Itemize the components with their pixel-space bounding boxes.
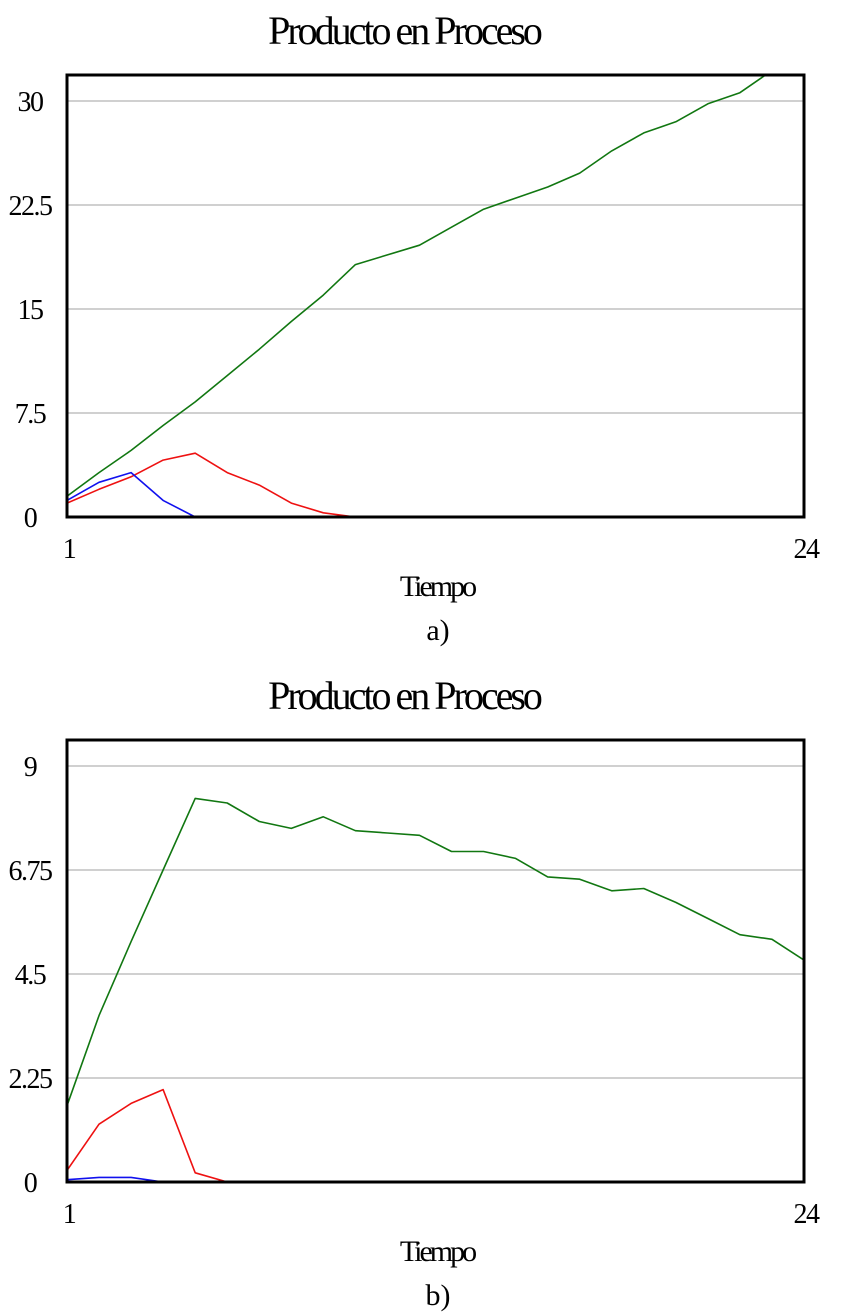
y-tick-label: 9 [24,752,37,783]
plot-frame [65,73,806,519]
chart-panel-a: Producto en Proceso 0 7.5 15 22.5 30 1 24 Tiempo… [0,0,841,656]
x-tick-label: 1 [63,534,76,565]
y-tick-label: 30 [18,87,44,118]
y-tick-label: 15 [18,295,44,326]
y-tick-label: 0 [24,1168,37,1199]
x-axis-label: Tiempo [400,1235,476,1268]
chart-panel-b: Producto en Proceso 0 2.25 4.5 6.75 9 1 24 Tiemp… [0,665,841,1313]
x-axis-label: Tiempo [400,570,476,603]
y-tick-label: 4.5 [15,960,46,991]
x-tick-label: 24 [794,534,821,565]
series-line-3 [67,471,804,517]
y-tick-label: 22.5 [9,191,53,222]
chart-a: Producto en Proceso 0 7.5 15 22.5 30 1 24 Tiempo… [9,8,822,647]
series-line-1 [67,75,767,497]
y-tick-label: 7.5 [15,399,46,430]
series-group [67,797,804,1182]
chart-title: Producto en Proceso [268,673,542,718]
x-tick-label: 1 [63,1199,76,1230]
series-group [67,75,804,517]
figure-caption: b) [426,1279,451,1312]
y-tick-label: 6.75 [9,856,53,887]
figure-caption: a) [426,614,449,647]
y-tick-label: 2.25 [9,1064,53,1095]
plot-frame [65,738,806,1184]
series-line-2 [67,452,804,517]
chart-b: Producto en Proceso 0 2.25 4.5 6.75 9 1 24 Tiemp… [9,673,822,1312]
series-line-2 [67,1088,804,1182]
series-line-1 [67,797,804,1106]
x-tick-label: 24 [794,1199,821,1230]
chart-title: Producto en Proceso [268,8,542,53]
y-tick-label: 0 [24,503,37,534]
